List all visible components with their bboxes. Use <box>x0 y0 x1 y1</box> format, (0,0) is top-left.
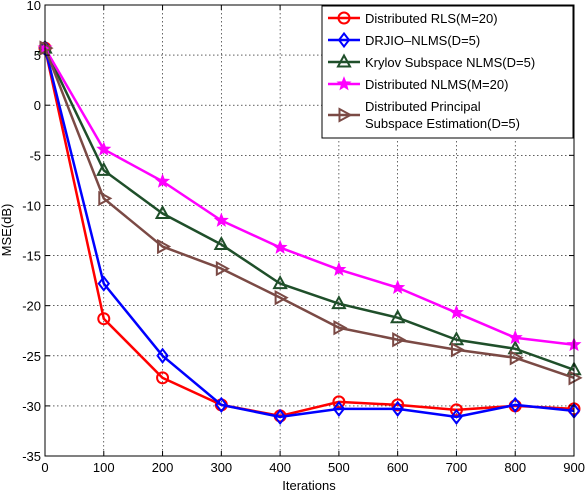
x-tick-label: 700 <box>446 460 468 475</box>
series-marker <box>450 408 463 426</box>
series-marker <box>96 161 112 176</box>
y-tick-label: -20 <box>22 299 41 314</box>
series-marker <box>331 295 347 310</box>
legend-item-5: Distributed Principal Subspace Estimation… <box>328 99 520 131</box>
series-marker <box>272 275 288 290</box>
y-tick-label: -30 <box>22 399 41 414</box>
series-5 <box>39 40 583 386</box>
series-marker <box>157 238 172 255</box>
series-marker <box>392 332 407 348</box>
series-marker <box>96 141 112 156</box>
y-tick-label: -10 <box>22 198 41 213</box>
series-marker <box>272 239 288 254</box>
series-marker <box>568 370 583 386</box>
legend-label: Distributed Principal <box>365 99 481 114</box>
x-tick-label: 0 <box>41 460 48 475</box>
series-marker <box>332 395 346 409</box>
y-tick-label: 10 <box>27 0 41 13</box>
y-tick-label: -15 <box>22 249 41 264</box>
series-marker <box>507 329 523 345</box>
x-axis-label: Iterations <box>282 478 336 492</box>
series-marker <box>156 347 169 364</box>
y-axis-label: MSE(dB) <box>0 204 14 257</box>
y-tick-label: 0 <box>34 98 41 113</box>
x-tick-label: 400 <box>269 460 291 475</box>
series-marker <box>98 190 113 207</box>
series-marker <box>448 304 464 320</box>
y-tick-label: 5 <box>34 48 41 63</box>
legend-item-4: Distributed NLMS(M=20) <box>328 76 508 92</box>
legend-item-2: DRJIO–NLMS(D=5) <box>328 31 480 49</box>
series-marker <box>337 11 351 25</box>
legend-item-1: Distributed RLS(M=20) <box>328 11 498 26</box>
x-tick-label: 100 <box>93 460 115 475</box>
legend-label: Krylov Subspace NLMS(D=5) <box>365 55 535 70</box>
y-tick-label: -5 <box>29 148 41 163</box>
series-line <box>43 47 575 419</box>
series-marker <box>390 279 406 295</box>
series-marker <box>336 53 352 68</box>
legend-label: Subspace Estimation(D=5) <box>365 116 520 131</box>
series-marker <box>213 212 229 227</box>
series-marker <box>449 403 463 417</box>
series-marker <box>448 331 465 346</box>
x-tick-label: 500 <box>328 460 350 475</box>
x-tick-label: 800 <box>504 460 526 475</box>
series-line <box>43 47 575 418</box>
series-marker <box>332 400 346 418</box>
grid <box>45 5 574 456</box>
series-marker <box>213 235 230 251</box>
series-line <box>43 47 575 380</box>
series-line <box>43 47 575 371</box>
x-tick-label: 900 <box>563 460 585 475</box>
series-marker <box>450 342 466 358</box>
series-1 <box>38 41 581 423</box>
series-marker <box>391 398 405 412</box>
series-layer <box>37 39 583 426</box>
x-tick-label: 200 <box>152 460 174 475</box>
legend-item-3: Krylov Subspace NLMS(D=5) <box>328 53 535 70</box>
legend-label: Distributed NLMS(M=20) <box>365 77 508 92</box>
series-line <box>43 47 575 346</box>
series-marker <box>274 289 289 306</box>
series-marker <box>337 31 351 49</box>
series-marker <box>154 204 171 219</box>
series-marker <box>273 408 287 426</box>
series-marker <box>97 275 111 292</box>
series-marker <box>508 396 522 414</box>
x-tick-label: 300 <box>210 460 232 475</box>
series-marker <box>155 173 171 188</box>
series-marker <box>97 312 111 326</box>
plot-frame <box>44 4 575 457</box>
ticks: 0 100 200 300 400 500 600 700 800 900 10 5 0 -5 -10 -15… <box>22 0 585 475</box>
y-tick-label: -35 <box>22 449 41 464</box>
legend-box <box>321 5 574 139</box>
y-tick-label: -25 <box>22 349 41 364</box>
series-marker <box>215 396 228 414</box>
legend: Distributed RLS(M=20) DRJIO–NLMS(D=5) Kryl… <box>321 5 574 139</box>
series-marker <box>336 76 352 91</box>
series-marker <box>39 40 54 56</box>
series-marker <box>391 400 404 418</box>
legend-label: DRJIO–NLMS(D=5) <box>365 33 480 48</box>
series-marker <box>215 260 230 277</box>
series-marker <box>333 320 348 336</box>
series-marker <box>331 261 347 276</box>
x-tick-label: 600 <box>387 460 409 475</box>
series-marker <box>389 309 406 324</box>
series-marker <box>338 107 353 123</box>
series-marker <box>509 350 524 366</box>
legend-label: Distributed RLS(M=20) <box>365 11 498 26</box>
series-marker <box>156 371 170 385</box>
